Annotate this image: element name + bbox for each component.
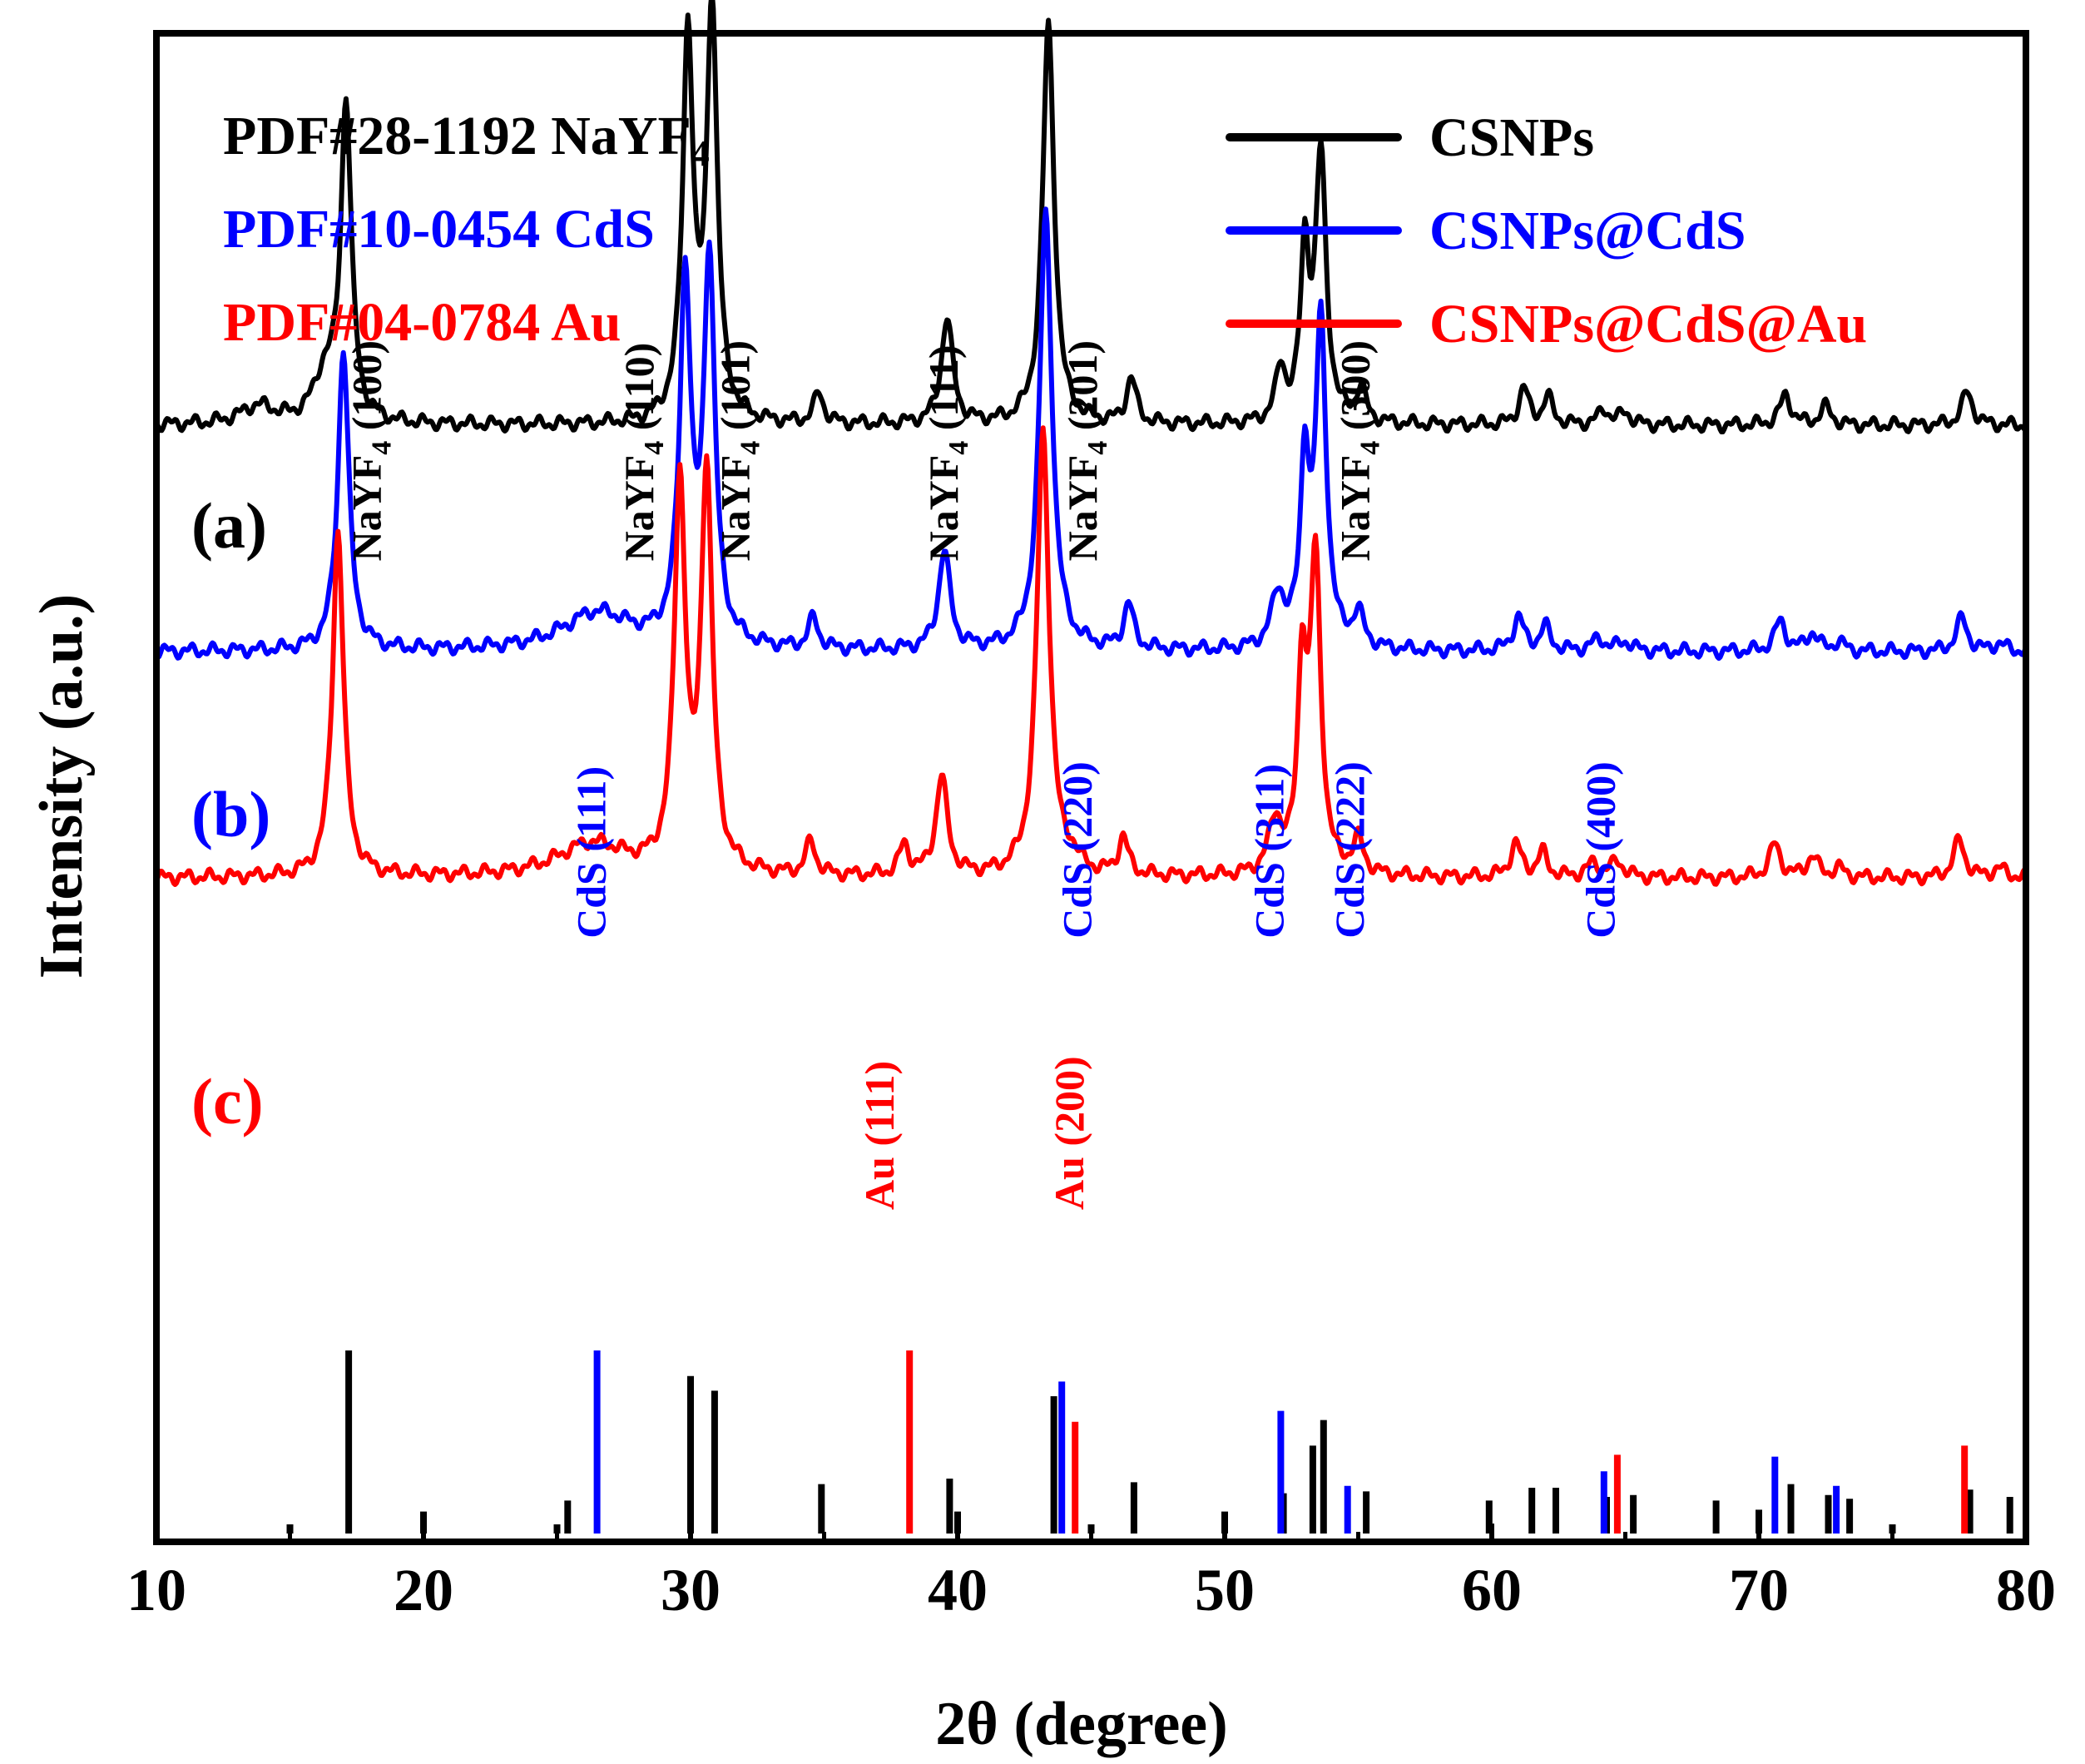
x-axis-label: 2θ (degree) xyxy=(935,1690,1228,1758)
annotation-text: CdS (111) xyxy=(567,766,614,939)
x-tick-label-50: 50 xyxy=(1195,1557,1255,1623)
x-tick-label-20: 20 xyxy=(394,1557,453,1623)
annotation-cds-222: CdS (222) xyxy=(1326,761,1373,939)
reference-lines xyxy=(286,1350,2013,1534)
legend-label-csnps-cds-au: CSNPs@CdS@Au xyxy=(1429,294,1867,354)
series-csnps-line xyxy=(154,0,2028,434)
series-csnps-cds-au-line xyxy=(154,425,2028,887)
x-axis: 10 20 30 40 50 60 70 80 xyxy=(126,1524,2056,1623)
panel-labels: (a) (b) (c) xyxy=(191,489,270,1137)
legend-label-csnps: CSNPs xyxy=(1429,107,1594,168)
annotation-text: CdS (220) xyxy=(1054,761,1101,939)
panel-label-1: (b) xyxy=(191,778,270,850)
x-tick-label-80: 80 xyxy=(1996,1557,2056,1623)
y-axis-label: Intensity (a.u.) xyxy=(27,594,96,979)
panel-label-2: (c) xyxy=(191,1065,264,1137)
x-tick-label-10: 10 xyxy=(126,1557,186,1623)
x-tick-label-40: 40 xyxy=(928,1557,988,1623)
pdf-ref-pdf-28-1192: PDF#28-1192 NaYF4 xyxy=(223,106,710,174)
annotation-au-200: Au (200) xyxy=(1046,1056,1092,1210)
annotation-cds-400: CdS (400) xyxy=(1577,761,1624,939)
annotation-text: CdS (222) xyxy=(1326,761,1373,939)
annotation-text: NaYF4 (100) xyxy=(344,340,398,562)
pdf-reference-list: PDF#28-1192 NaYF4 PDF#10-0454 CdS PDF#04-0… xyxy=(223,106,710,353)
legend-label-csnps-cds: CSNPs@CdS xyxy=(1429,201,1746,261)
annotation-cds-220: CdS (220) xyxy=(1054,761,1101,939)
x-tick-label-70: 70 xyxy=(1729,1557,1789,1623)
legend: CSNPs CSNPs@CdS CSNPs@CdS@Au xyxy=(1226,107,1867,354)
pdf-ref-pdf-04-0784: PDF#04-0784 Au xyxy=(223,292,622,353)
annotation-text: Au (200) xyxy=(1046,1056,1092,1210)
x-tick-label-60: 60 xyxy=(1462,1557,1522,1623)
annotation-text: Au (111) xyxy=(856,1061,903,1210)
annotation-cds-311: CdS (311) xyxy=(1246,764,1293,939)
xrd-patterns xyxy=(154,0,2028,887)
annotation-nayf4-100: NaYF4 (100) xyxy=(344,340,398,562)
annotation-au-111: Au (111) xyxy=(856,1061,903,1210)
series-csnps-cds-line xyxy=(154,206,2028,662)
x-tick-label-30: 30 xyxy=(661,1557,721,1623)
annotation-text: CdS (400) xyxy=(1577,761,1624,939)
annotation-text: CdS (311) xyxy=(1246,764,1293,939)
annotation-cds-111: CdS (111) xyxy=(567,766,614,939)
panel-label-0: (a) xyxy=(191,489,267,562)
pdf-ref-pdf-10-0454: PDF#10-0454 CdS xyxy=(223,199,655,260)
peak-annotations: NaYF4 (100)NaYF4 (110)NaYF4 (101)NaYF4 (… xyxy=(344,340,1624,1210)
